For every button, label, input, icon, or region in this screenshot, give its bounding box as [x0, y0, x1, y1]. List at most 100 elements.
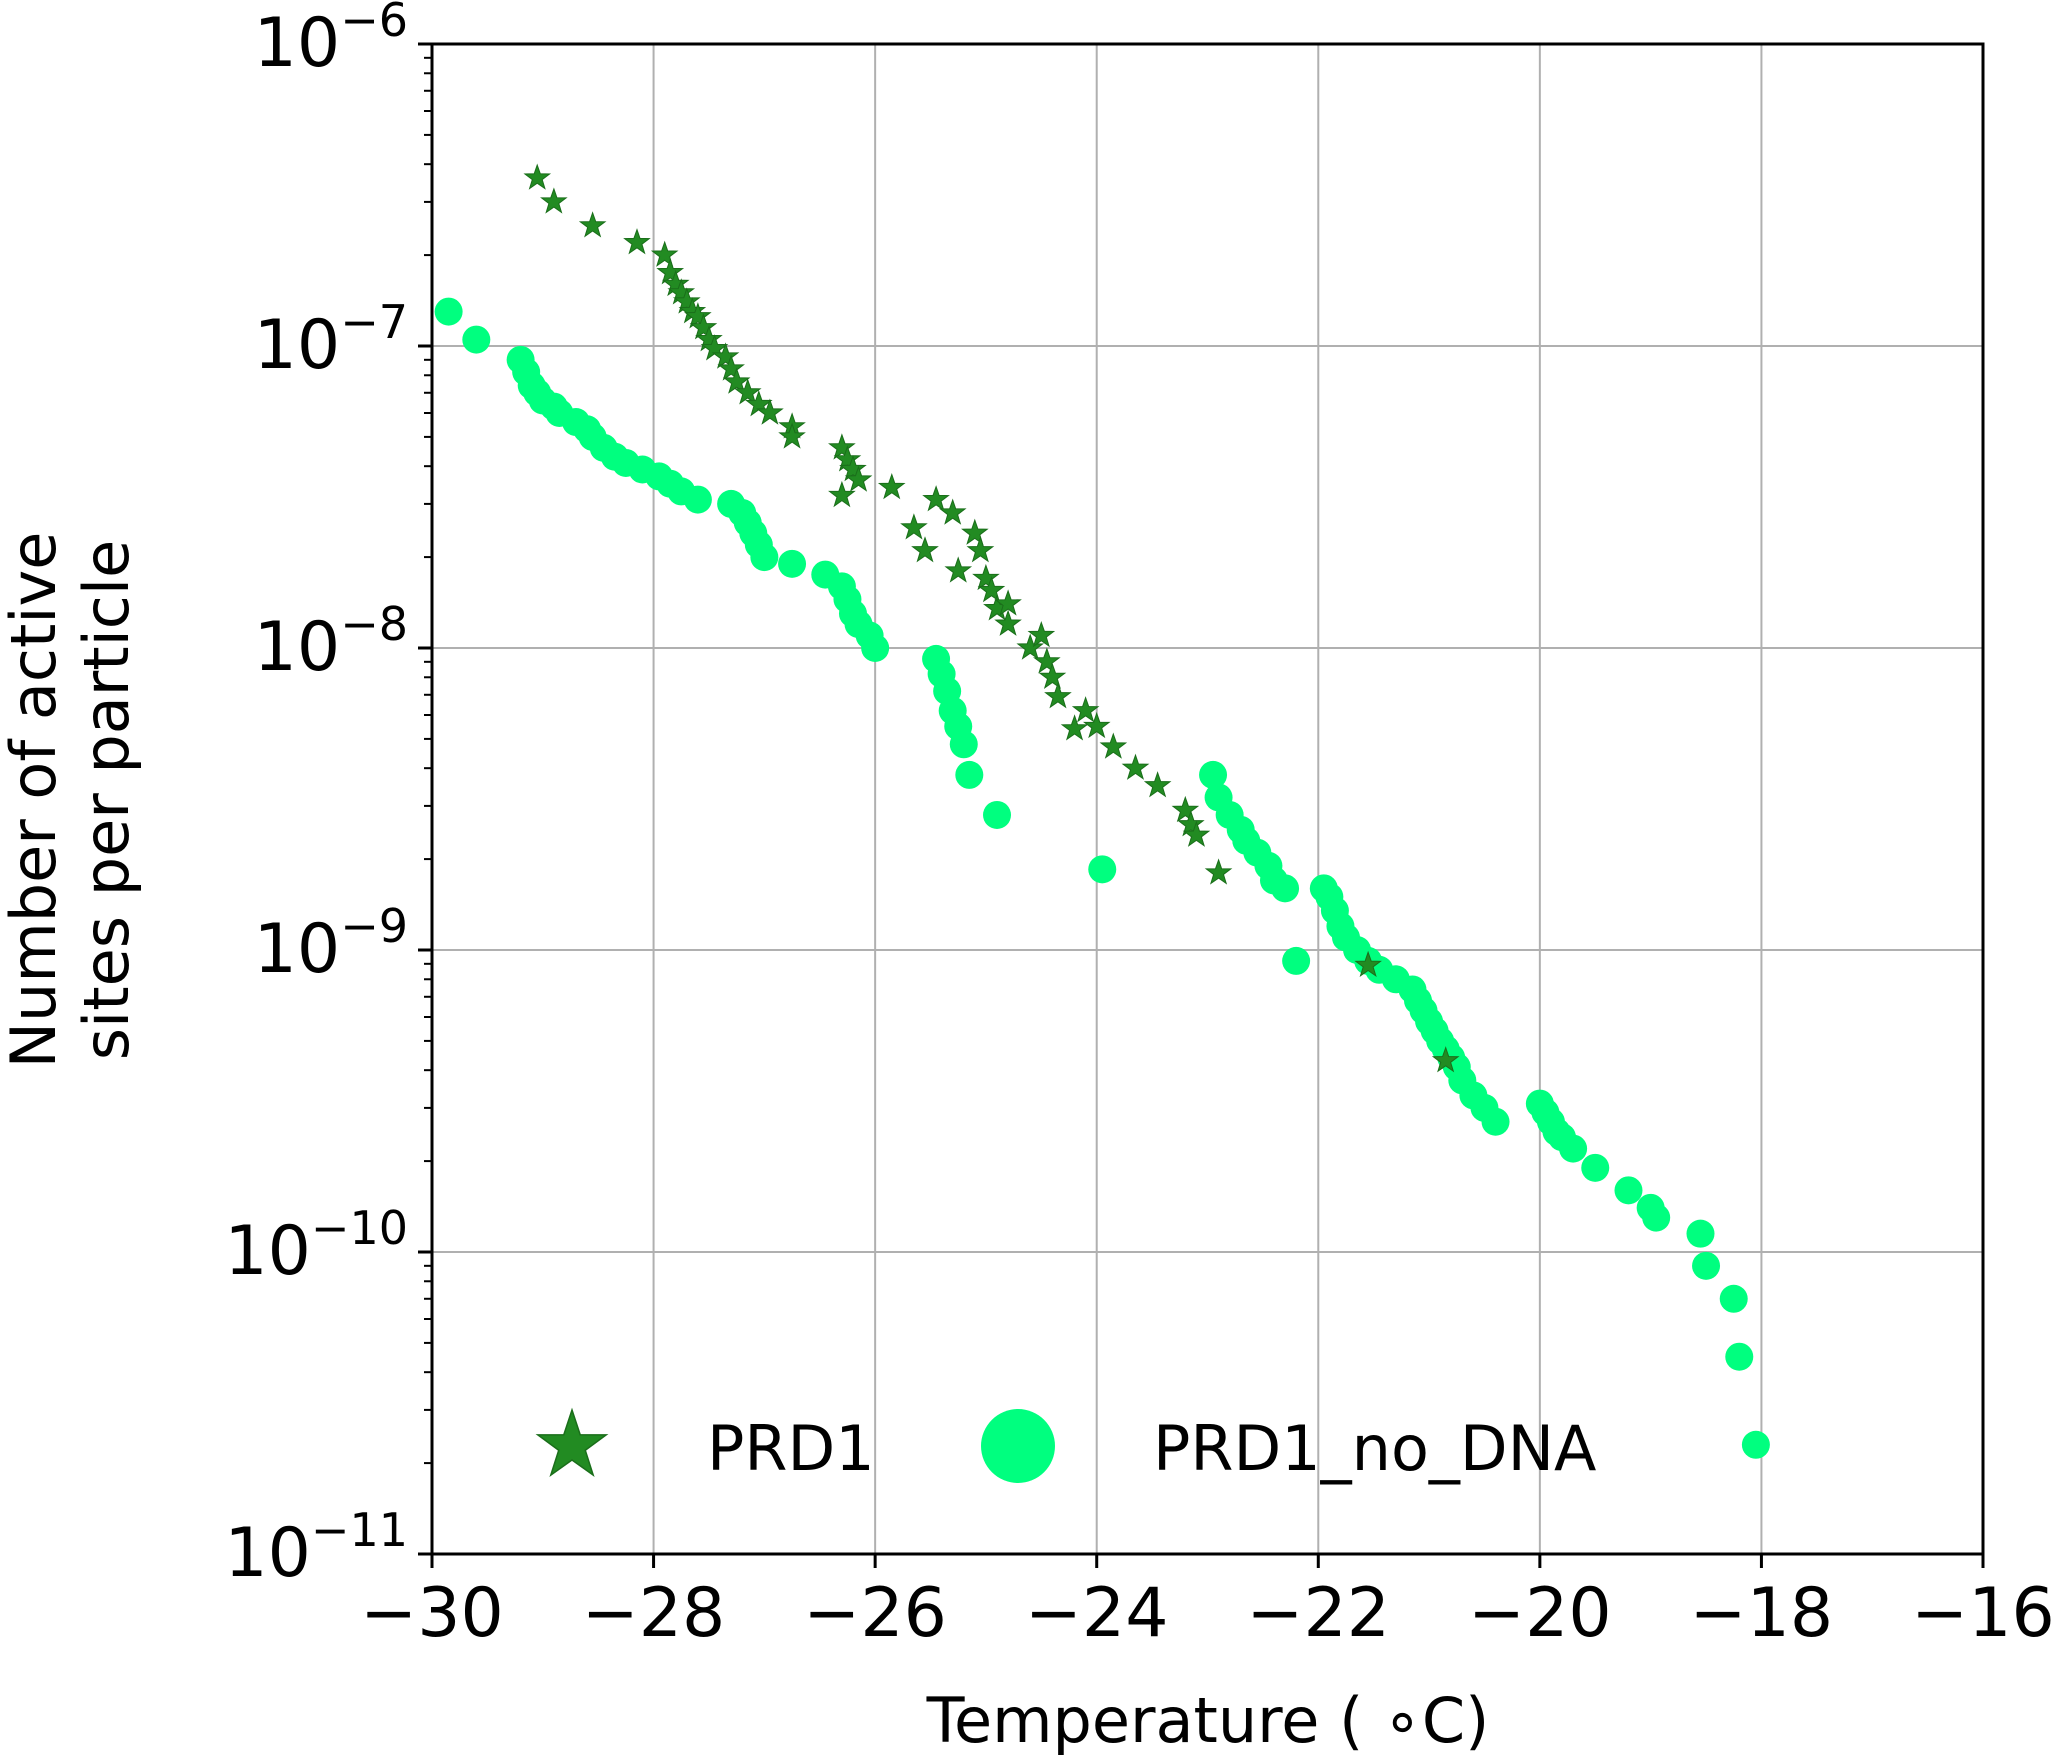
x-tick-label: −18: [1690, 1574, 1834, 1653]
data-point: [922, 485, 950, 512]
x-tick-label: −24: [1025, 1574, 1169, 1653]
data-point: [1481, 1107, 1510, 1136]
data-point: [523, 163, 552, 190]
data-point: [1171, 795, 1200, 823]
legend-circle-glyph: [981, 1409, 1055, 1483]
data-point: [828, 433, 856, 460]
data-point: [966, 536, 995, 563]
data-point: [1199, 760, 1228, 789]
data-point: [1038, 662, 1067, 690]
y-axis-title: Number of active sites per particle: [0, 532, 143, 1069]
data-point: [955, 760, 984, 789]
data-point: [683, 485, 712, 514]
data-point: [434, 297, 463, 326]
data-point: [711, 342, 740, 369]
data-point: [750, 543, 779, 572]
data-point: [828, 480, 856, 508]
data-point: [1027, 620, 1056, 648]
x-tick-label: −20: [1468, 1574, 1612, 1653]
data-point: [977, 575, 1006, 603]
legend: PRD1 PRD1_no_DNA: [535, 1407, 1596, 1485]
data-point: [1431, 1046, 1460, 1073]
data-point: [578, 211, 607, 238]
data-point: [877, 472, 906, 500]
data-point: [717, 354, 745, 381]
data-point: [972, 563, 1000, 591]
data-point: [1088, 855, 1117, 884]
plot-frame: [430, 42, 1985, 1556]
data-point: [994, 609, 1022, 636]
series-layer: [434, 163, 1770, 1459]
x-axis: −30 −28 −26 −24 −22 −20 −18 −16: [360, 1554, 2055, 1653]
data-point: [1692, 1251, 1721, 1280]
y-tick-label: 10−8: [254, 597, 408, 687]
data-point: [844, 465, 873, 492]
data-point: [462, 325, 491, 354]
y-tick-label: 10−7: [254, 295, 408, 385]
data-point: [961, 518, 989, 545]
y-tick-label: 10−10: [224, 1201, 408, 1291]
data-point: [1016, 633, 1045, 660]
data-point: [722, 367, 751, 394]
y-axis-title-line-2: sites per particle: [70, 540, 143, 1061]
data-point: [1121, 753, 1150, 780]
data-point: [1044, 682, 1072, 709]
y-tick-label: 10−9: [254, 899, 408, 989]
data-point: [1559, 1134, 1588, 1163]
data-point: [1177, 810, 1205, 837]
x-tick-label: −26: [803, 1574, 947, 1653]
x-tick-label: −28: [582, 1574, 726, 1653]
data-point: [994, 589, 1022, 616]
legend-star-glyph: [535, 1407, 609, 1478]
data-point: [684, 302, 712, 329]
data-point: [1182, 820, 1211, 847]
x-tick-label: −22: [1247, 1574, 1391, 1653]
data-point: [1204, 858, 1233, 885]
data-point: [1099, 732, 1128, 759]
data-point: [1642, 1203, 1671, 1232]
data-point: [861, 634, 890, 662]
data-point: [839, 454, 867, 482]
data-point: [1725, 1342, 1754, 1371]
data-point: [650, 240, 679, 267]
data-point: [656, 258, 685, 285]
data-point: [1143, 771, 1172, 798]
y-tick-label: 10−11: [224, 1503, 408, 1593]
x-tick-label: −16: [1911, 1574, 2055, 1653]
x-axis-title: Temperature ( ∘C): [926, 1684, 1490, 1757]
data-point: [1614, 1176, 1643, 1205]
data-point: [689, 313, 718, 340]
y-axis-title-line-1: Number of active: [0, 532, 70, 1069]
series-prd1: [523, 163, 1460, 1073]
data-point: [944, 556, 973, 583]
data-point: [756, 398, 784, 425]
y-axis: 10−11 10−10 10−9 10−8 10−7 10−6: [224, 0, 432, 1593]
data-point: [1719, 1284, 1748, 1313]
data-point: [1060, 714, 1089, 741]
data-point: [1282, 946, 1311, 975]
legend-label-prd1-no-dna: PRD1_no_DNA: [1153, 1412, 1596, 1485]
data-point: [1686, 1219, 1715, 1248]
legend-label-prd1: PRD1: [707, 1412, 875, 1485]
data-point: [623, 228, 651, 255]
y-tick-label: 10−6: [254, 0, 408, 83]
data-point: [1741, 1430, 1770, 1459]
data-point: [983, 800, 1012, 829]
x-tick-label: −30: [360, 1574, 504, 1653]
data-point: [1082, 711, 1111, 739]
data-point: [778, 549, 807, 578]
data-point: [733, 378, 762, 405]
data-point: [938, 498, 967, 525]
data-point: [911, 536, 939, 563]
data-point: [540, 187, 568, 214]
data-point: [949, 730, 978, 759]
legend-marker-prd1-no-dna: [981, 1409, 1055, 1483]
data-point: [778, 422, 806, 449]
data-point: [1033, 647, 1061, 674]
data-point: [1354, 950, 1382, 978]
data-point: [1581, 1153, 1610, 1182]
legend-marker-prd1: [535, 1407, 609, 1478]
series-prd1-no-dna: [434, 297, 1770, 1459]
